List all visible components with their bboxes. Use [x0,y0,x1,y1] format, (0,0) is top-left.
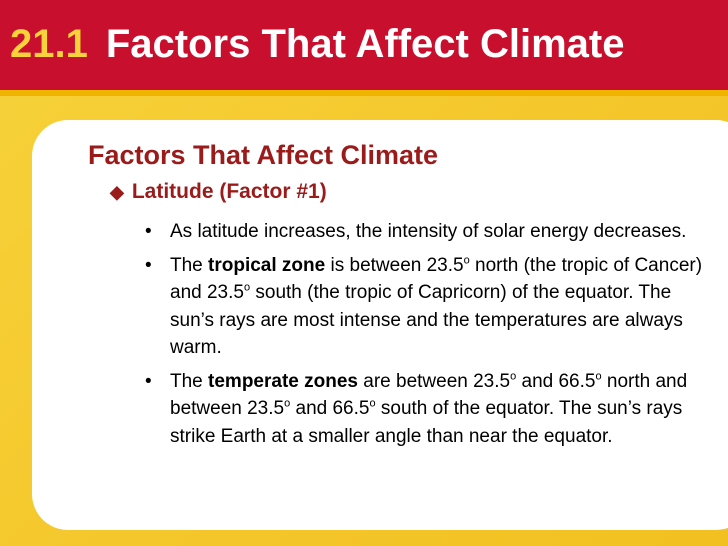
bullet: • The temperate zones are between 23.5o a… [145,368,705,451]
text-run: o [284,397,291,410]
text-run: is between 23.5 [325,254,464,276]
title: Factors That Affect Climate [105,22,625,66]
subheading: ◆ Latitude (Factor #1) [110,180,327,204]
text-run: o [369,397,376,410]
text-run: tropical zone [208,254,326,276]
header-bar: 21.1 Factors That Affect Climate [0,0,728,96]
subheading-text: Latitude (Factor #1) [131,180,327,203]
text-run: The [170,370,209,392]
text-run: south (the tropic of Capricorn) of the e… [170,282,683,358]
text-run: The [170,254,209,276]
text-run: o [243,281,251,294]
text-run: north and between 23.5 [170,370,688,420]
diamond-bullet: ◆ [110,182,124,202]
bullet-dot: • [145,254,152,276]
text-run: temperate zones [208,370,358,392]
text-run: o [510,370,517,383]
text-run: As latitude increases, the intensity of … [170,221,687,242]
bullet-dot: • [145,221,152,242]
content-panel [32,120,728,530]
text-run: south of the equator. The sun’s rays str… [170,398,683,447]
bullet-list: • As latitude increases, the intensity of… [145,218,705,456]
text-run: are between 23.5 [357,370,511,392]
bullet-dot: • [145,370,152,392]
text-run: and 66.5 [516,370,596,392]
heading: Factors That Affect Climate [88,140,439,170]
text-run: and 66.5 [290,398,370,419]
text-run: north (the tropic of Cancer) and 23.5 [170,254,703,304]
header-title: 21.1 Factors That Affect Climate [10,22,624,67]
text-run: o [595,370,602,383]
bullet: • The tropical zone is between 23.5o nort… [145,252,705,362]
section-number: 21.1 [10,22,88,66]
text-run: o [463,254,470,267]
bullet: • As latitude increases, the intensity of… [145,218,705,246]
